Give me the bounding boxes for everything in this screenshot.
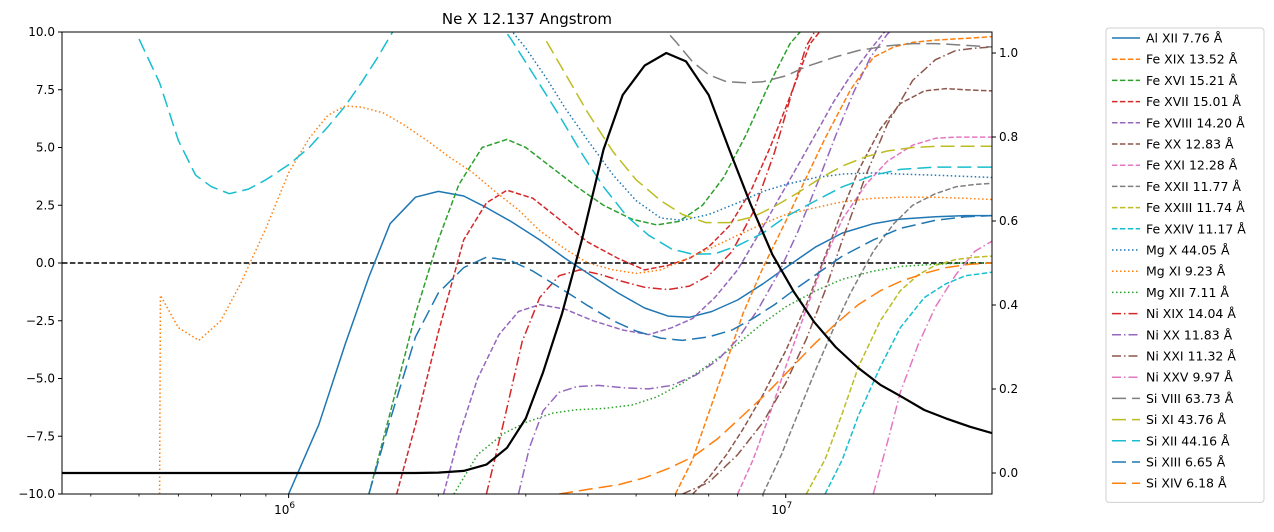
legend-label: Ni XXV 9.97 Å xyxy=(1146,370,1233,385)
y-tick-label: 2.5 xyxy=(36,198,55,212)
legend-label: Mg XII 7.11 Å xyxy=(1146,285,1229,300)
legend: Al XII 7.76 Å Fe XIX 13.52 Å Fe XVI 15.21 … xyxy=(1105,27,1265,503)
legend-label: Si XI 43.76 Å xyxy=(1146,412,1226,427)
x-tick-label: 106 xyxy=(274,501,295,517)
legend-label: Fe XVI 15.21 Å xyxy=(1146,73,1238,88)
series-line-si-xiii-6-65 xyxy=(368,214,992,494)
series-line-mg-x-44-05 xyxy=(511,32,992,222)
legend-label: Fe XXI 12.28 Å xyxy=(1146,158,1238,173)
legend-frame xyxy=(1105,27,1265,503)
legend-label: Si XII 44.16 Å xyxy=(1146,433,1230,448)
series-line-fe-xviii-14-20 xyxy=(442,32,886,494)
series-line-fe-xvi-15-21 xyxy=(368,32,802,494)
series-line-fe-xxii-11-77 xyxy=(762,182,992,494)
series-line-fe-xxiv-11-17 xyxy=(824,271,992,494)
legend-label: Fe XXIII 11.74 Å xyxy=(1146,200,1245,215)
series-line-mg-xi-9-23 xyxy=(158,105,992,494)
legend-label: Fe XX 12.83 Å xyxy=(1146,137,1234,152)
y-tick-label: −2.5 xyxy=(26,314,55,328)
y-tick-label: 7.5 xyxy=(36,83,55,97)
contribution-function-line xyxy=(62,51,992,475)
series-line-fe-xxi-12-28 xyxy=(736,136,992,494)
y2-tick-label: 0.6 xyxy=(999,214,1018,228)
series-line-mg-xii-7-11 xyxy=(453,262,992,494)
y2-tick-label: 1.0 xyxy=(999,46,1018,60)
series-layer xyxy=(62,32,992,494)
legend-label: Mg XI 9.23 Å xyxy=(1146,264,1226,279)
x-tick-label: 107 xyxy=(771,501,792,517)
legend-label: Mg X 44.05 Å xyxy=(1146,243,1230,258)
series-line-ni-xxi-11-32 xyxy=(682,46,992,494)
chart-title: Ne X 12.137 Angstrom xyxy=(442,10,612,28)
series-line-si-xiv-6-18 xyxy=(558,262,992,494)
y2-tick-label: 0.4 xyxy=(999,298,1018,312)
series-line-fe-xxiii-11-74 xyxy=(805,255,992,494)
y-tick-label: 0.0 xyxy=(36,256,55,270)
legend-label: Ni XX 11.83 Å xyxy=(1146,327,1233,342)
series-line-fe-xix-13-52 xyxy=(674,35,992,494)
series-line-ni-xx-11-83 xyxy=(517,32,891,494)
y2-tick-label: 0.8 xyxy=(999,130,1018,144)
series-line-ni-xxv-9-97 xyxy=(872,240,992,494)
axes-layer: −10.0 −7.5 −5.0 −2.5 0.0 2.5 5.0 7.5 10.0 0.0 0.2 0… xyxy=(18,25,1018,517)
series-line-fe-xx-12-83 xyxy=(692,87,992,494)
y-tick-label: 10.0 xyxy=(28,25,55,39)
legend-label: Fe XVIII 14.20 Å xyxy=(1146,115,1245,130)
legend-label: Si XIII 6.65 Å xyxy=(1146,455,1226,470)
legend-label: Ni XXI 11.32 Å xyxy=(1146,349,1236,364)
series-line-si-xii-44-16 xyxy=(138,32,992,255)
legend-label: Fe XXIV 11.17 Å xyxy=(1146,221,1246,236)
legend-label: Al XII 7.76 Å xyxy=(1146,31,1223,46)
legend-label: Ni XIX 14.04 Å xyxy=(1146,306,1236,321)
series-line-al-xii-7-76 xyxy=(287,190,992,494)
legend-label: Fe XVII 15.01 Å xyxy=(1146,94,1241,109)
series-line-fe-xvii-15-01 xyxy=(395,32,821,494)
y2-tick-label: 0.2 xyxy=(999,382,1018,396)
legend-label: Si VIII 63.73 Å xyxy=(1146,391,1234,406)
legend-label: Fe XXII 11.77 Å xyxy=(1146,179,1241,194)
y-tick-label: −10.0 xyxy=(18,487,55,501)
series-line-si-xi-43-76 xyxy=(545,40,992,224)
legend-label: Si XIV 6.18 Å xyxy=(1146,476,1227,491)
series-line-si-viii-63-73 xyxy=(666,32,992,84)
series-line-ni-xix-14-04 xyxy=(485,32,816,494)
y2-tick-label: 0.0 xyxy=(999,466,1018,480)
y-tick-label: 5.0 xyxy=(36,141,55,155)
y-tick-label: −5.0 xyxy=(26,372,55,386)
y-tick-label: −7.5 xyxy=(26,429,55,443)
legend-label: Fe XIX 13.52 Å xyxy=(1146,52,1238,67)
